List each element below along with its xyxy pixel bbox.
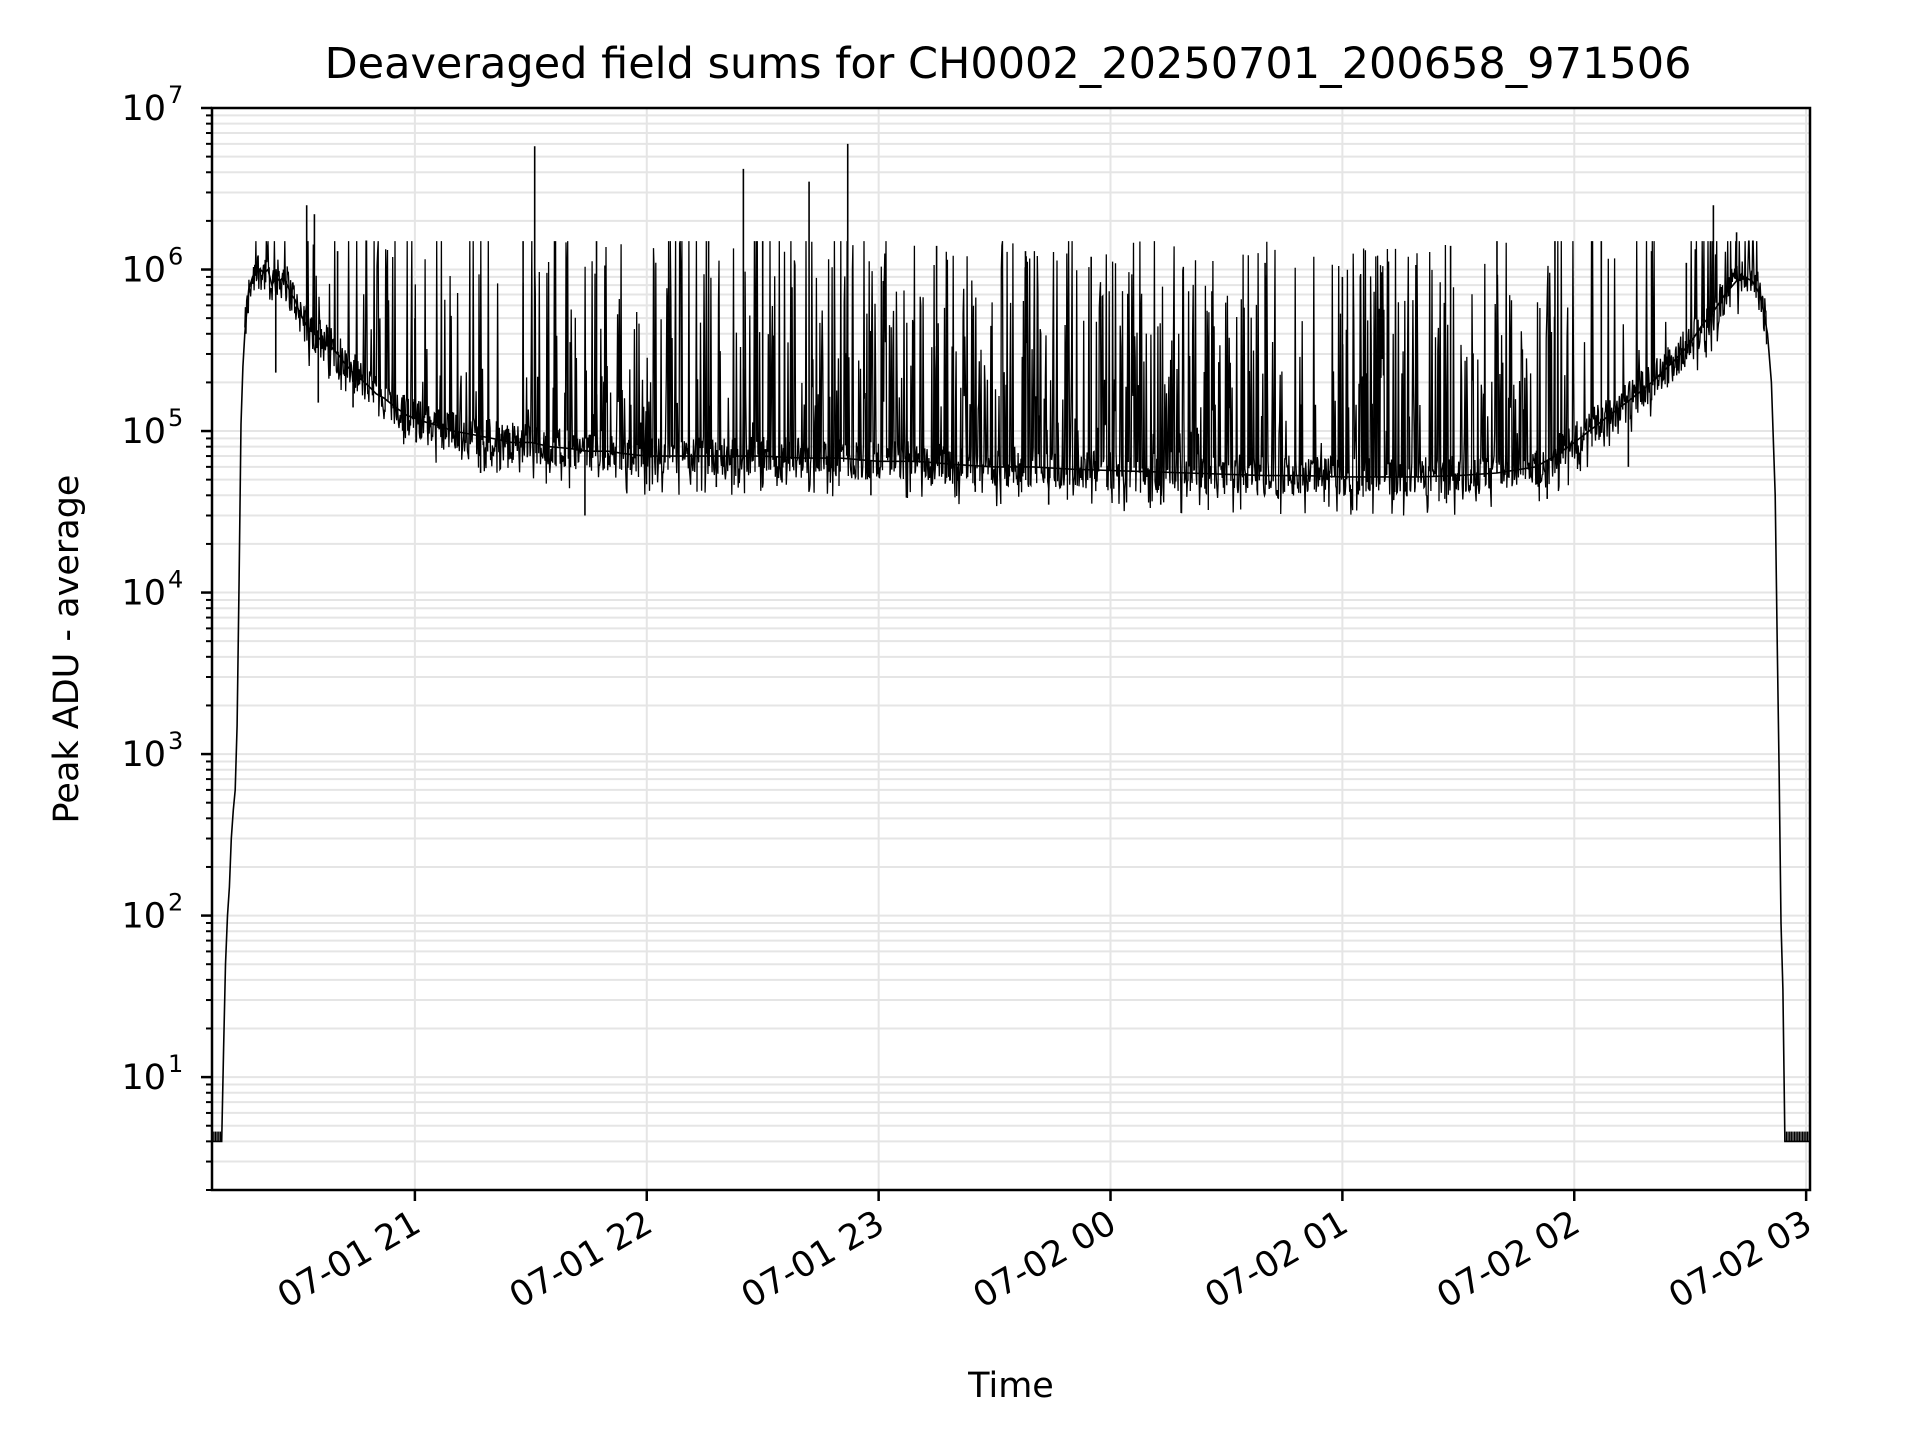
x-axis-label: Time	[967, 1366, 1054, 1406]
plot-area	[210, 106, 1812, 1192]
series-layer	[211, 143, 1810, 1143]
y-tick-exponent: 5	[168, 404, 183, 432]
plot-frame	[210, 106, 1812, 1192]
y-tick-exponent: 3	[168, 727, 183, 755]
y-tick-label: 10	[121, 735, 166, 775]
y-axis-label: Peak ADU - average	[47, 475, 87, 824]
y-tick-label: 10	[121, 412, 166, 452]
y-tick-exponent: 2	[168, 889, 183, 917]
y-tick-label: 10	[121, 251, 166, 291]
series-noise-line	[244, 240, 1768, 516]
y-tick-label: 10	[121, 897, 166, 937]
chart-title: Deaveraged field sums for CH0002_2025070…	[325, 39, 1692, 89]
y-grid	[212, 107, 1810, 1191]
y-tick-exponent: 6	[168, 243, 183, 271]
y-tick-label: 10	[121, 574, 166, 614]
y-tick-label: 10	[121, 1058, 166, 1098]
y-tick-label: 10	[121, 89, 166, 129]
y-tick-exponent: 1	[168, 1050, 183, 1078]
y-tick-exponent: 7	[168, 81, 183, 109]
y-tick-exponent: 4	[168, 566, 183, 594]
